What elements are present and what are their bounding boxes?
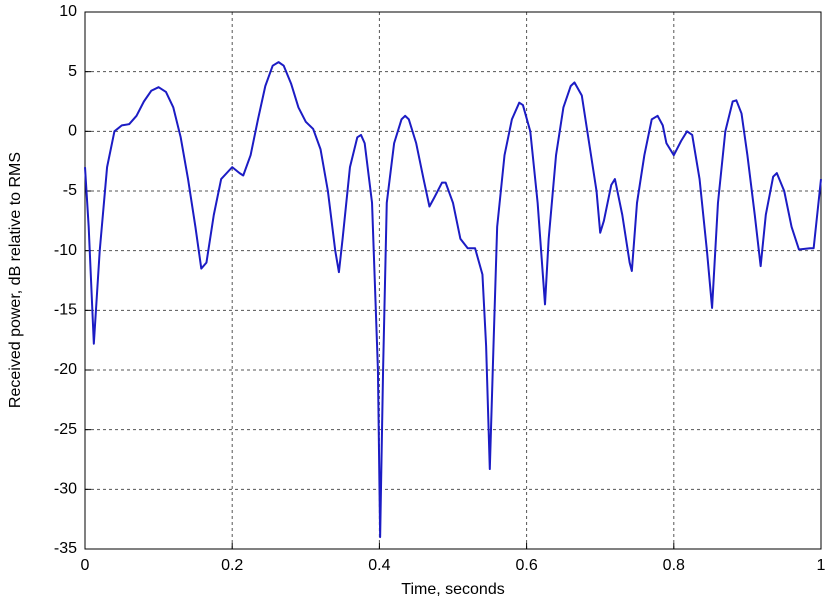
x-tick-label: 0.8	[663, 557, 685, 574]
x-axis-label: Time, seconds	[401, 581, 504, 598]
plot-frame	[84, 11, 822, 550]
x-tick-label: 0.6	[515, 557, 537, 574]
y-tick-label: 5	[68, 63, 77, 80]
x-tick-label: 0	[81, 557, 90, 574]
y-tick-label: -20	[54, 361, 77, 378]
y-tick-label: 10	[59, 3, 77, 20]
y-tick-label: 0	[68, 123, 77, 140]
y-tick-label: -35	[54, 540, 77, 557]
data-line	[84, 61, 822, 539]
y-tick-label: -25	[54, 421, 77, 438]
x-tick-label: 0.4	[368, 557, 390, 574]
y-tick-label: -10	[54, 242, 77, 259]
y-tick-label: -5	[63, 182, 77, 199]
y-axis-label: Received power, dB relative to RMS	[7, 152, 24, 408]
y-tick-label: -30	[54, 481, 77, 498]
x-tick-label: 1	[817, 557, 826, 574]
y-tick-label: -15	[54, 302, 77, 319]
x-tick-label: 0.2	[221, 557, 243, 574]
